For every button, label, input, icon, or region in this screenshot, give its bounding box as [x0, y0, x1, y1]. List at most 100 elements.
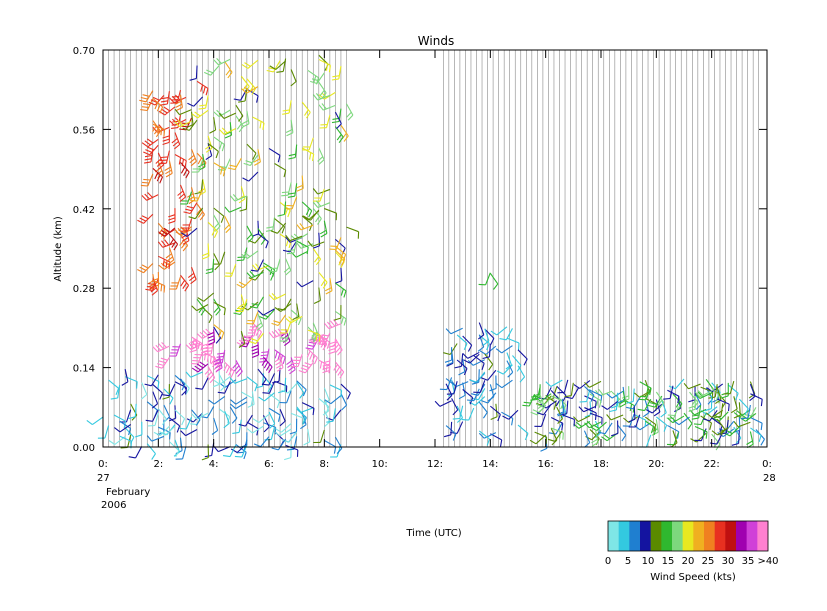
barb-feather	[171, 127, 179, 129]
barb-staff	[301, 101, 311, 113]
barb-feather	[584, 413, 592, 418]
barb-feather	[223, 308, 226, 316]
barb-staff	[451, 398, 459, 411]
wind-barb	[232, 419, 242, 434]
barb-staff	[242, 278, 253, 288]
wind-barb	[145, 409, 159, 422]
barb-feather	[721, 395, 729, 399]
barb-staff	[252, 425, 264, 434]
barb-feather	[287, 249, 295, 252]
barb-feather	[486, 438, 491, 446]
barb-feather	[154, 102, 159, 110]
barb-feather	[196, 333, 203, 339]
barb-feather	[199, 104, 207, 107]
wind-barb	[187, 266, 197, 285]
barb-staff	[729, 380, 735, 394]
wind-barb	[296, 408, 307, 425]
barb-staff	[213, 301, 226, 309]
wind-barb	[313, 287, 321, 304]
barb-feather	[265, 241, 269, 249]
barb-feather	[141, 106, 149, 109]
wind-barb	[261, 356, 273, 374]
wind-barb	[169, 441, 180, 458]
barb-feather	[282, 337, 290, 344]
wind-barb	[750, 427, 762, 443]
wind-barb	[318, 359, 331, 374]
barb-staff	[213, 207, 225, 217]
wind-barb	[157, 239, 176, 248]
barb-staff	[205, 95, 209, 109]
barb-feather	[335, 366, 341, 374]
barb-feather	[220, 167, 223, 175]
wind-barb	[318, 271, 328, 289]
barb-staff	[340, 393, 348, 406]
barb-staff	[207, 243, 210, 257]
barb-feather	[178, 157, 182, 165]
barb-staff	[720, 403, 724, 417]
barb-feather	[516, 365, 522, 372]
barb-feather	[618, 400, 626, 405]
legend-swatch	[725, 521, 737, 551]
barb-feather	[227, 71, 233, 79]
barb-feather	[315, 77, 320, 85]
barb-staff	[257, 313, 264, 327]
barb-feather	[214, 264, 221, 271]
barb-feather	[262, 392, 270, 394]
barb-staff	[203, 292, 215, 302]
barb-feather	[195, 419, 201, 426]
wind-barb	[213, 324, 225, 340]
barb-staff	[503, 364, 513, 375]
barb-staff	[146, 443, 156, 455]
barb-feather	[303, 217, 311, 221]
barb-feather	[598, 388, 604, 396]
barb-feather	[706, 412, 713, 418]
barb-feather	[326, 341, 330, 349]
wind-barb	[246, 425, 264, 434]
wind-barb	[246, 270, 264, 279]
wind-barb	[128, 446, 143, 459]
barb-staff	[213, 162, 226, 170]
barb-feather	[196, 363, 204, 369]
barb-feather	[128, 456, 136, 459]
barb-staff	[173, 96, 187, 104]
wind-barb	[462, 335, 473, 352]
barb-feather	[719, 432, 727, 435]
chart-title: Winds	[418, 34, 454, 48]
barb-feather	[281, 226, 286, 234]
barb-staff	[152, 123, 165, 131]
barb-feather	[209, 129, 216, 134]
barb-feather	[265, 229, 273, 232]
wind-barb	[169, 343, 181, 357]
barb-staff	[213, 214, 221, 227]
barb-staff	[246, 421, 259, 430]
barb-feather	[760, 423, 763, 431]
barb-staff	[579, 380, 591, 389]
wind-barb	[495, 345, 513, 354]
wind-barb	[195, 377, 209, 390]
barb-feather	[742, 414, 749, 420]
barb-feather	[558, 399, 561, 407]
wind-barb	[496, 364, 513, 375]
wind-barb	[137, 263, 154, 274]
barb-feather	[259, 315, 267, 320]
barb-feather	[137, 219, 144, 224]
barb-staff	[180, 162, 190, 173]
barb-feather	[281, 194, 289, 197]
barb-staff	[257, 233, 269, 243]
barb-feather	[181, 122, 189, 125]
barb-staff	[168, 383, 176, 396]
barb-staff	[119, 424, 131, 433]
profile-lines	[102, 50, 760, 447]
barb-feather	[158, 164, 165, 170]
legend-swatch	[618, 521, 630, 551]
barb-staff	[566, 400, 569, 414]
barb-feather	[507, 371, 514, 378]
barb-staff	[179, 94, 183, 108]
barb-feather	[206, 69, 213, 74]
barb-feather	[217, 352, 225, 355]
barb-staff	[484, 328, 495, 339]
barb-staff	[207, 143, 219, 152]
barb-feather	[189, 349, 197, 353]
barb-feather	[252, 153, 257, 160]
barb-staff	[210, 65, 220, 76]
